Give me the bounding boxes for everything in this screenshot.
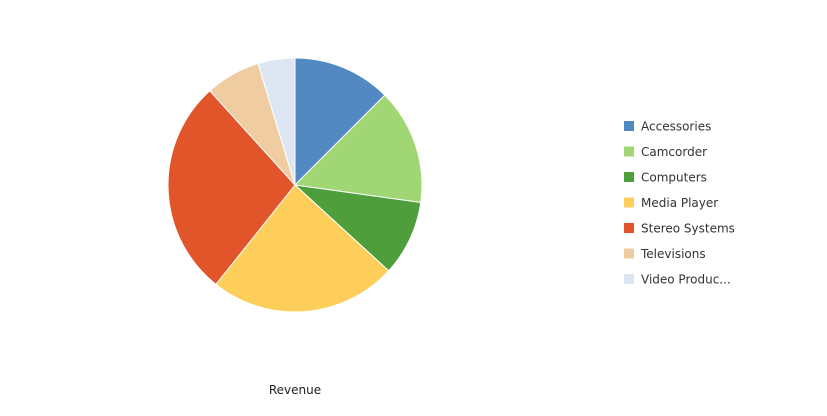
legend-swatch-accessories <box>624 121 634 131</box>
pie-slices <box>167 57 423 313</box>
pie-slice-stereo-systems[interactable] <box>167 90 296 286</box>
legend-swatch-televisions <box>624 248 634 259</box>
pie-slice-media-player[interactable] <box>215 184 390 313</box>
pie-slice-accessories[interactable] <box>294 57 386 187</box>
chart-caption: Revenue <box>269 383 321 397</box>
legend-swatch-camcorder <box>624 146 634 157</box>
legend-label-media-player[interactable]: Media Player <box>641 196 718 210</box>
pie-slice-computers[interactable] <box>293 184 422 272</box>
legend-label-accessories[interactable]: Accessories <box>641 120 711 134</box>
legend: Accessories Camcorder Computers Media Playe… <box>624 120 735 287</box>
legend-label-computers[interactable]: Computers <box>641 171 707 185</box>
legend-swatch-stereo-systems <box>624 223 634 233</box>
legend-label-stereo-systems[interactable]: Stereo Systems <box>641 222 735 236</box>
legend-swatch-video-produc <box>624 274 634 284</box>
pie-slice-camcorder[interactable] <box>293 94 423 204</box>
legend-swatch-media-player <box>624 197 634 208</box>
pie-slice-video-produc[interactable] <box>257 57 296 186</box>
legend-label-televisions[interactable]: Televisions <box>640 247 706 261</box>
legend-label-camcorder[interactable]: Camcorder <box>641 145 707 159</box>
legend-swatch-computers <box>624 172 634 182</box>
legend-label-video-produc[interactable]: Video Produc... <box>641 273 731 287</box>
